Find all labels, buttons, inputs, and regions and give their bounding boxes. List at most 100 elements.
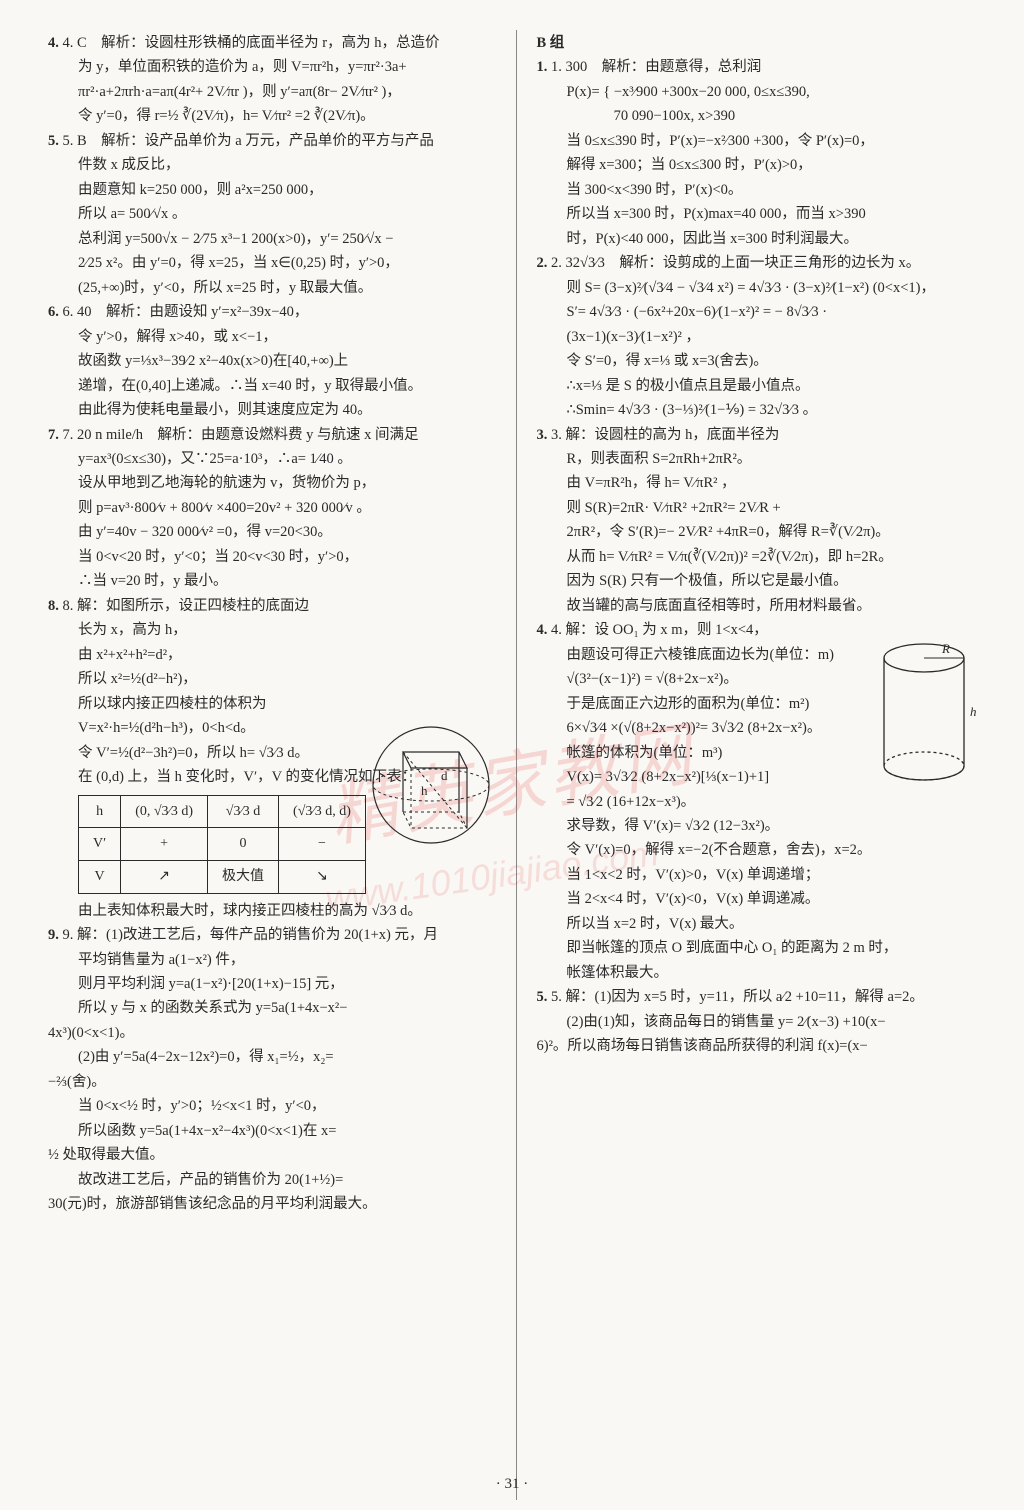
q6-l4: 由此得为使耗电量最小，则其速度应定为 40。 (48, 399, 496, 421)
q7-head: 7. 7. 20 n mile/h 解析：由题意设燃料费 y 与航速 x 间满足 (48, 424, 496, 446)
rq2-num: 2. (537, 255, 552, 271)
column-divider (516, 30, 517, 1500)
q9-num: 9. (48, 927, 63, 943)
rq4-l14: 帐篷体积最大。 (537, 962, 985, 984)
td-v: V (79, 860, 121, 893)
q4-text: 4. C 解析：设圆柱形铁桶的底面半径为 r，高为 h，总造价 (63, 35, 440, 51)
q9-l7: 当 0<x<½ 时，y′>0；½<x<1 时，y′<0， (48, 1095, 496, 1117)
q5-l3: 所以 a= 500⁄√x 。 (48, 203, 496, 225)
th-h: h (79, 795, 121, 828)
td-vp: V′ (79, 828, 121, 861)
q7-num: 7. (48, 427, 63, 443)
q8-l8: 由上表知体积最大时，球内接正四棱柱的高为 √3⁄3 d。 (48, 900, 496, 922)
q7-text: 7. 20 n mile/h 解析：由题意设燃料费 y 与航速 x 间满足 (63, 427, 419, 443)
rq1-l7: 时，P(x)<40 000，因此当 x=300 时利润最大。 (537, 228, 985, 250)
q7-l2: 设从甲地到乙地海轮的航速为 v，货物价为 p， (48, 472, 496, 494)
rq3-text: 3. 解：设圆柱的高为 h，底面半径为 (551, 427, 779, 443)
rq3-l2: 由 V=πR²h，得 h= V⁄πR² ， (537, 472, 877, 494)
rq4-l13: 即当帐篷的顶点 O 到底面中心 O₁ 的距离为 2 m 时， (537, 937, 985, 959)
rq3-l6: 因为 S(R) 只有一个极值，所以它是最小值。 (537, 570, 985, 592)
rq2-l5: ∴x=⅓ 是 S 的极小值点且是最小值点。 (537, 375, 985, 397)
rq4-l10: 当 1<x<2 时，V′(x)>0，V(x) 单调递增； (537, 864, 985, 886)
td-down: ↘ (279, 860, 366, 893)
q9-l4: 4x³)(0<x<1)。 (48, 1022, 496, 1044)
rq1-l4: 解得 x=300；当 0≤x≤300 时，P′(x)>0， (537, 154, 985, 176)
q4-l1: 为 y，单位面积铁的造价为 a，则 V=πr²h，y=πr²·3a+ (48, 56, 496, 78)
table-row: V ↗ 极大值 ↘ (79, 860, 366, 893)
q6-num: 6. (48, 304, 63, 320)
q5-l1: 件数 x 成反比， (48, 154, 496, 176)
th-int2: (√3⁄3 d, d) (279, 795, 366, 828)
table-row: V′ + 0 − (79, 828, 366, 861)
rq1-head: 1. 1. 300 解析：由题意得，总利润 (537, 56, 985, 78)
rq2-l1: 则 S= (3−x)²⁄(√3⁄4 − √3⁄4 x²) = 4√3⁄3 · (… (537, 277, 985, 299)
columns: 4. 4. C 解析：设圆柱形铁桶的底面半径为 r，高为 h，总造价 为 y，单… (48, 30, 984, 1500)
rq4-l8: 求导数，得 V′(x)= √3⁄2 (12−3x²)。 (537, 815, 985, 837)
q5-l6: (25,+∞)时，y′<0，所以 x=25 时，y 取最大值。 (48, 277, 496, 299)
q9-l5: (2)由 y′=5a(4−2x−12x²)=0，得 x₁=½，x₂= (48, 1046, 496, 1068)
q7-l5: 当 0<v<20 时，y′<0；当 20<v<30 时，y′>0， (48, 546, 496, 568)
q5-l2: 由题意知 k=250 000，则 a²x=250 000， (48, 179, 496, 201)
q5-text: 5. B 解析：设产品单价为 a 万元，产品单价的平方与产品 (63, 133, 434, 149)
rq3-l7: 故当罐的高与底面直径相等时，所用材料最省。 (537, 595, 985, 617)
rq5-l2: 6)²。所以商场每日销售该商品所获得的利润 f(x)=(x− (537, 1035, 985, 1057)
cylinder-diagram: R h (874, 638, 984, 788)
rq5-l1: (2)由(1)知，该商品每日的销售量 y= 2⁄(x−3) +10(x− (537, 1011, 985, 1033)
q4-num: 4. (48, 35, 63, 51)
group-b: B 组 (537, 32, 985, 54)
rq3-l4: 2πR²，令 S′(R)=− 2V⁄R² +4πR=0，解得 R=∛(V⁄2π)… (537, 521, 985, 543)
rq2-text: 2. 32√3⁄3 解析：设剪成的上面一块正三角形的边长为 x。 (551, 255, 920, 271)
td-up: ↗ (121, 860, 208, 893)
rq4-num: 4. (537, 622, 552, 638)
rq4-l11: 当 2<x<4 时，V′(x)<0，V(x) 单调递减。 (537, 888, 985, 910)
rq1-text: 1. 300 解析：由题意得，总利润 (551, 59, 761, 75)
rq4-l9: 令 V′(x)=0，解得 x=−2(不合题意，舍去)，x=2。 (537, 839, 985, 861)
q9-l6: −⅔(舍)。 (48, 1071, 496, 1093)
rq3-num: 3. (537, 427, 552, 443)
q6-l1: 令 y′>0，解得 x>40，或 x<−1， (48, 326, 496, 348)
q7-l3: 则 p=av³·800⁄v + 800⁄v ×400=20v² + 320 00… (48, 497, 496, 519)
rq4-l12: 所以当 x=2 时，V(x) 最大。 (537, 913, 985, 935)
rq1-num: 1. (537, 59, 552, 75)
td-minus: − (279, 828, 366, 861)
q9-l8: 所以函数 y=5a(1+4x−x²−4x³)(0<x<1)在 x= (48, 1120, 496, 1142)
rq5-num: 5. (537, 989, 552, 1005)
td-zero: 0 (208, 828, 279, 861)
q8-l3: 所以 x²=½(d²−h²)， (48, 668, 368, 690)
rq3-l1: R，则表面积 S=2πRh+2πR²。 (537, 448, 877, 470)
q9-l3: 所以 y 与 x 的函数关系式为 y=5a(1+4x−x²− (48, 997, 496, 1019)
q4-l3: 令 y′=0，得 r=½ ∛(2V⁄π)，h= V⁄πr² =2 ∛(2V⁄π)… (48, 105, 496, 127)
rq2-l4: 令 S′=0，得 x=⅓ 或 x=3(舍去)。 (537, 350, 985, 372)
label-h: h (421, 783, 428, 798)
rq1-l6: 所以当 x=300 时，P(x)max=40 000，而当 x>390 (537, 203, 985, 225)
label-h2: h (970, 704, 977, 719)
rq3-l3: 则 S(R)=2πR· V⁄πR² +2πR²= 2V⁄R + (537, 497, 877, 519)
th-crit: √3⁄3 d (208, 795, 279, 828)
q9-l11: 30(元)时，旅游部销售该纪念品的月平均利润最大。 (48, 1193, 496, 1215)
q5-num: 5. (48, 133, 63, 149)
q8-text: 8. 解：如图所示，设正四棱柱的底面边 (63, 598, 310, 614)
right-column: B 组 1. 1. 300 解析：由题意得，总利润 P(x)= { −x³⁄90… (537, 30, 985, 1500)
q5-head: 5. 5. B 解析：设产品单价为 a 万元，产品单价的平方与产品 (48, 130, 496, 152)
page: 精英家教网 www.1010jiajiao.com 4. 4. C 解析：设圆柱… (0, 0, 1024, 1510)
q7-l6: ∴当 v=20 时，y 最小。 (48, 570, 496, 592)
rq2-l3: (3x−1)(x−3)⁄(1−x²)² ， (537, 326, 985, 348)
sphere-prism-diagram: h d (361, 720, 501, 850)
left-column: 4. 4. C 解析：设圆柱形铁桶的底面半径为 r，高为 h，总造价 为 y，单… (48, 30, 496, 1500)
rq1-l1: P(x)= { −x³⁄900 +300x−20 000, 0≤x≤390, (537, 81, 985, 103)
rq2-l2: S′= 4√3⁄3 · (−6x²+20x−6)⁄(1−x²)² = − 8√3… (537, 301, 985, 323)
th-int1: (0, √3⁄3 d) (121, 795, 208, 828)
q4-l2: πr²·a+2πrh·a=aπ(4r²+ 2V⁄πr )，则 y′=aπ(8r−… (48, 81, 496, 103)
label-d: d (441, 768, 448, 783)
q4-head: 4. 4. C 解析：设圆柱形铁桶的底面半径为 r，高为 h，总造价 (48, 32, 496, 54)
q7-l1: y=ax³(0≤x≤30)，又∵25=a·10³，∴a= 1⁄40 。 (48, 448, 496, 470)
q8-num: 8. (48, 598, 63, 614)
q5-l5: 2⁄25 x²。由 y′=0，得 x=25，当 x∈(0,25) 时，y′>0， (48, 252, 496, 274)
q9-l1: 平均销售量为 a(1−x²) 件， (48, 949, 496, 971)
q8-l2: 由 x²+x²+h²=d²， (48, 644, 368, 666)
q8-l4: 所以球内接正四棱柱的体积为 (48, 693, 496, 715)
q9-l2: 则月平均利润 y=a(1−x²)·[20(1+x)−15] 元， (48, 973, 496, 995)
q9-l10: 故改进工艺后，产品的销售价为 20(1+½)= (48, 1169, 496, 1191)
rq1-l2: 70 090−100x, x>390 (537, 105, 985, 127)
rq5-text: 5. 解：(1)因为 x=5 时，y=11，所以 a⁄2 +10=11，解得 a… (551, 989, 924, 1005)
